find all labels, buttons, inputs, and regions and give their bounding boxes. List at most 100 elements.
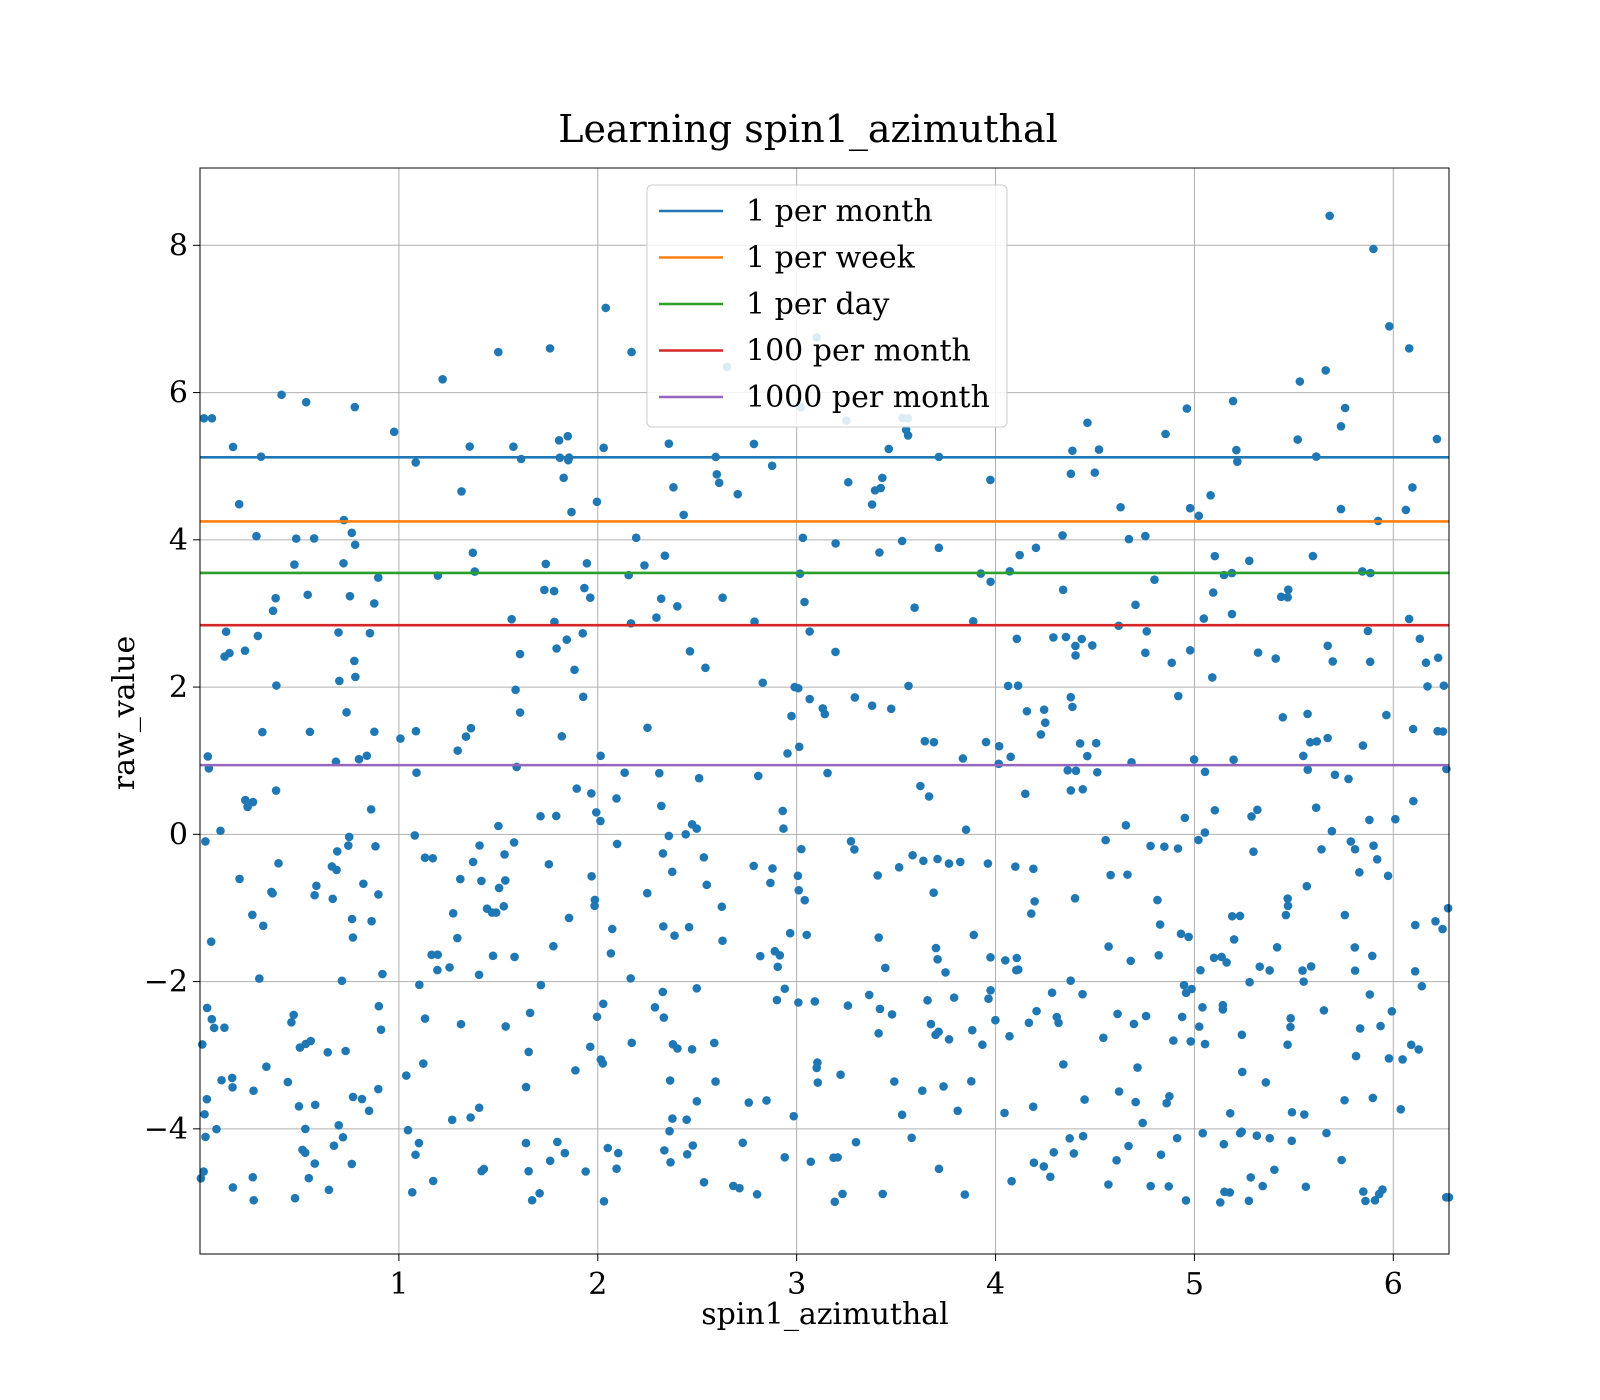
scatter-point bbox=[744, 1098, 754, 1107]
scatter-point bbox=[1172, 1133, 1182, 1143]
scatter-point bbox=[658, 849, 668, 858]
scatter-point bbox=[509, 838, 519, 847]
scatter-point bbox=[843, 1001, 853, 1010]
scatter-point bbox=[612, 839, 622, 849]
scatter-point bbox=[1141, 1011, 1151, 1021]
scatter-point bbox=[364, 1106, 374, 1116]
scatter-point bbox=[482, 904, 492, 913]
legend-box bbox=[646, 184, 1008, 428]
scatter-point bbox=[1001, 956, 1010, 965]
scatter-point bbox=[1039, 705, 1049, 715]
scatter-point bbox=[268, 889, 277, 898]
scatter-point bbox=[499, 902, 509, 911]
scatter-point bbox=[1286, 1014, 1295, 1023]
scatter-point bbox=[797, 844, 806, 854]
scatter-point bbox=[1063, 766, 1073, 775]
scatter-point bbox=[1208, 588, 1218, 597]
scatter-point bbox=[1299, 1110, 1309, 1119]
scatter-point bbox=[969, 930, 979, 940]
scatter-point bbox=[272, 681, 281, 690]
scatter-point bbox=[1350, 966, 1360, 975]
scatter-point bbox=[894, 863, 904, 872]
x-tick-label: 6 bbox=[1384, 1267, 1403, 1302]
scatter-point bbox=[403, 1125, 413, 1135]
scatter-point bbox=[1311, 803, 1321, 812]
scatter-point bbox=[966, 1077, 976, 1086]
scatter-point bbox=[438, 375, 447, 384]
scatter-point bbox=[1295, 377, 1305, 386]
scatter-point bbox=[1404, 614, 1414, 624]
scatter-point bbox=[1068, 446, 1077, 456]
scatter-point bbox=[867, 701, 877, 710]
legend-label: 1000 per month bbox=[746, 380, 990, 415]
scatter-point bbox=[929, 888, 938, 898]
scatter-point bbox=[524, 1047, 533, 1057]
scatter-point bbox=[702, 880, 712, 890]
scatter-point bbox=[762, 1096, 771, 1105]
scatter-point bbox=[357, 1094, 367, 1104]
scatter-point bbox=[199, 1167, 208, 1176]
scatter-point bbox=[585, 1042, 595, 1052]
scatter-point bbox=[934, 543, 944, 553]
scatter-point bbox=[823, 768, 832, 778]
scatter-point bbox=[552, 644, 561, 653]
scatter-point bbox=[1173, 691, 1183, 701]
scatter-point bbox=[1233, 457, 1242, 466]
scatter-point bbox=[199, 414, 209, 423]
scatter-point bbox=[1155, 920, 1165, 929]
scatter-point bbox=[1308, 551, 1318, 561]
scatter-point bbox=[411, 726, 421, 736]
scatter-point bbox=[887, 1010, 897, 1019]
scatter-point bbox=[1104, 942, 1113, 951]
scatter-point bbox=[1237, 1067, 1247, 1077]
scatter-point bbox=[1276, 592, 1286, 602]
scatter-point bbox=[545, 344, 555, 353]
scatter-point bbox=[1182, 404, 1192, 413]
scatter-point bbox=[1328, 657, 1338, 666]
scatter-point bbox=[323, 1048, 333, 1057]
scatter-point bbox=[1029, 1158, 1039, 1168]
scatter-point bbox=[596, 751, 605, 761]
scatter-point bbox=[1113, 1009, 1122, 1019]
scatter-point bbox=[283, 1077, 293, 1087]
scatter-point bbox=[348, 933, 358, 942]
scatter-point bbox=[773, 962, 783, 972]
scatter-point bbox=[1065, 1134, 1074, 1143]
scatter-point bbox=[295, 1043, 305, 1052]
scatter-point bbox=[1283, 585, 1293, 594]
scatter-point bbox=[580, 583, 589, 593]
scatter-point bbox=[1351, 1051, 1361, 1061]
scatter-point bbox=[1306, 962, 1316, 971]
scatter-point bbox=[1104, 1180, 1113, 1189]
scatter-point bbox=[960, 1190, 970, 1199]
scatter-point bbox=[1012, 634, 1022, 644]
scatter-point bbox=[923, 996, 932, 1005]
scatter-point bbox=[559, 473, 568, 483]
scatter-point bbox=[878, 473, 887, 483]
scatter-point bbox=[666, 1157, 675, 1167]
scatter-point bbox=[1020, 789, 1030, 799]
scatter-point bbox=[612, 794, 621, 803]
scatter-point bbox=[371, 842, 380, 851]
scatter-point bbox=[1162, 1098, 1171, 1108]
scatter-point bbox=[934, 1164, 944, 1174]
scatter-point bbox=[389, 427, 399, 437]
scatter-point bbox=[873, 871, 882, 880]
scatter-point bbox=[994, 741, 1004, 751]
scatter-point bbox=[201, 1132, 210, 1142]
scatter-point bbox=[983, 859, 993, 868]
scatter-point bbox=[347, 528, 357, 538]
scatter-point bbox=[1372, 855, 1382, 864]
scatter-point bbox=[1210, 551, 1220, 561]
scatter-point bbox=[339, 515, 349, 525]
scatter-point bbox=[778, 806, 788, 816]
scatter-point bbox=[334, 1120, 344, 1130]
scatter-point bbox=[1200, 1039, 1210, 1049]
scatter-point bbox=[699, 853, 709, 862]
scatter-point bbox=[1054, 1018, 1063, 1028]
scatter-point bbox=[344, 841, 353, 850]
scatter-point bbox=[986, 577, 995, 587]
scatter-point bbox=[606, 949, 616, 958]
scatter-point bbox=[329, 1141, 339, 1150]
scatter-point bbox=[1040, 718, 1050, 728]
